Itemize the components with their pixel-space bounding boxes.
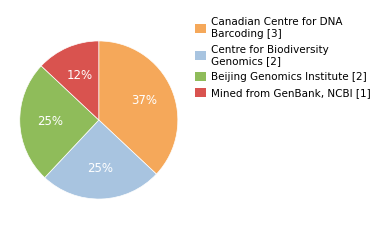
Wedge shape	[20, 66, 99, 178]
Wedge shape	[41, 41, 99, 120]
Legend: Canadian Centre for DNA
Barcoding [3], Centre for Biodiversity
Genomics [2], Bei: Canadian Centre for DNA Barcoding [3], C…	[195, 17, 370, 98]
Text: 25%: 25%	[37, 115, 63, 128]
Wedge shape	[99, 41, 178, 174]
Text: 25%: 25%	[87, 162, 113, 175]
Wedge shape	[45, 120, 157, 199]
Text: 12%: 12%	[66, 69, 92, 82]
Text: 37%: 37%	[131, 94, 157, 107]
